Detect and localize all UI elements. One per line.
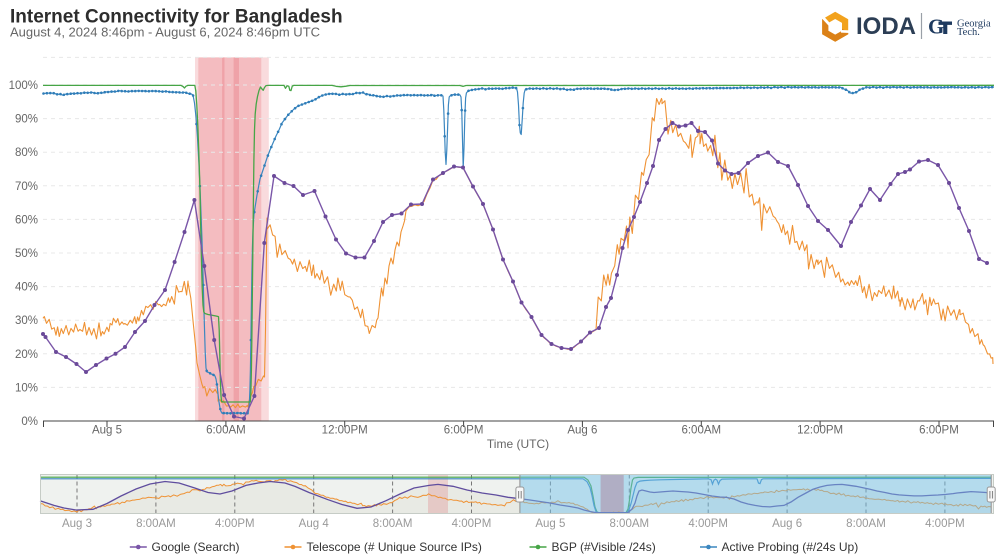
svg-text:12:00PM: 12:00PM [322,425,368,437]
svg-text:8:00AM: 8:00AM [846,518,886,530]
svg-text:Internet Connectivity for Bang: Internet Connectivity for Bangladesh [10,7,343,28]
svg-text:6:00PM: 6:00PM [919,425,959,437]
svg-text:10%: 10% [15,382,38,394]
svg-text:12:00PM: 12:00PM [797,425,843,437]
svg-text:80%: 80% [15,147,38,159]
svg-text:IODA: IODA [856,13,916,40]
svg-text:BGP (#Visible /24s): BGP (#Visible /24s) [552,540,656,554]
svg-text:0%: 0% [21,416,38,428]
svg-text:8:00AM: 8:00AM [136,518,176,530]
svg-text:70%: 70% [15,181,38,193]
svg-text:100%: 100% [9,80,38,92]
svg-text:Aug 3: Aug 3 [62,518,92,530]
svg-text:6:00AM: 6:00AM [681,425,721,437]
svg-text:Time (UTC): Time (UTC) [487,437,549,451]
svg-text:Aug 6: Aug 6 [567,425,597,437]
svg-text:Aug 4: Aug 4 [299,518,330,530]
svg-text:60%: 60% [15,214,38,226]
svg-text:6:00AM: 6:00AM [206,425,246,437]
svg-text:Georgia: Georgia [957,19,991,30]
svg-text:20%: 20% [15,349,38,361]
svg-text:Aug 5: Aug 5 [535,518,565,530]
svg-text:Aug 5: Aug 5 [92,425,122,437]
svg-text:Tech.: Tech. [957,27,980,38]
svg-text:Active Probing (#/24s Up): Active Probing (#/24s Up) [722,540,859,554]
svg-text:90%: 90% [15,114,38,126]
svg-text:30%: 30% [15,315,38,327]
svg-text:6:00PM: 6:00PM [444,425,484,437]
svg-text:August 4, 2024 8:46pm - August: August 4, 2024 8:46pm - August 6, 2024 8… [10,25,320,40]
svg-text:40%: 40% [15,282,38,294]
svg-text:4:00PM: 4:00PM [215,518,255,530]
svg-text:Google (Search): Google (Search) [152,540,240,554]
svg-text:Telescope (# Unique Source IPs: Telescope (# Unique Source IPs) [307,540,482,554]
svg-text:4:00PM: 4:00PM [452,518,492,530]
svg-text:4:00PM: 4:00PM [925,518,965,530]
svg-text:8:00AM: 8:00AM [609,518,649,530]
svg-text:G: G [928,15,944,39]
svg-text:4:00PM: 4:00PM [688,518,728,530]
svg-text:50%: 50% [15,248,38,260]
svg-text:8:00AM: 8:00AM [373,518,413,530]
svg-text:Aug 6: Aug 6 [772,518,802,530]
